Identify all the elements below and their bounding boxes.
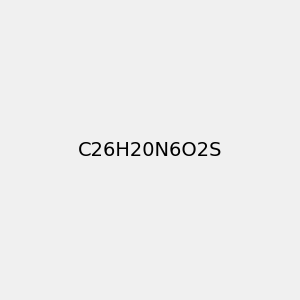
Text: C26H20N6O2S: C26H20N6O2S <box>78 140 222 160</box>
